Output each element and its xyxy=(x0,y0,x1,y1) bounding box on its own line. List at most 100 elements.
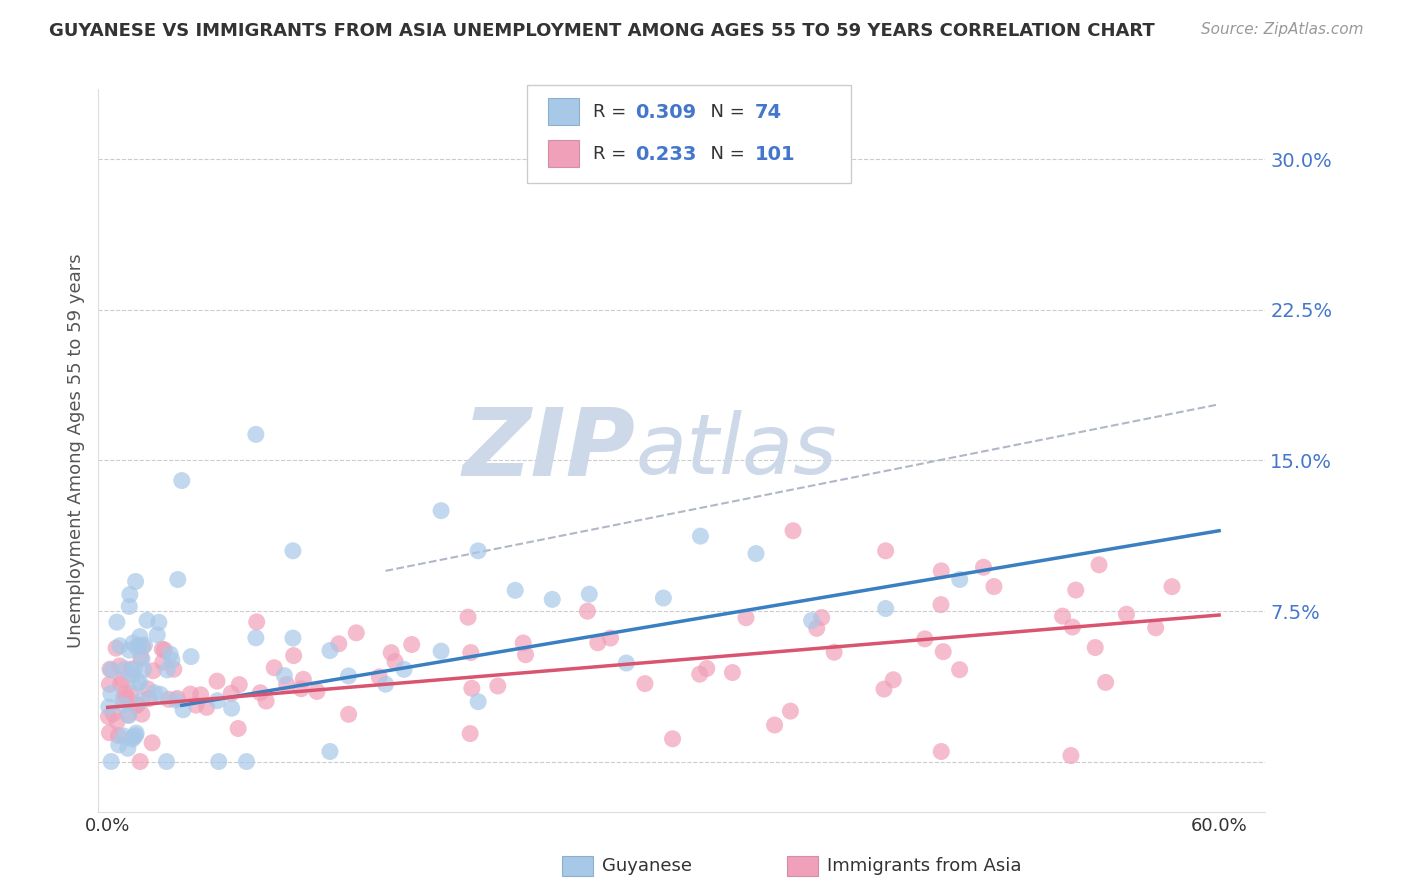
Point xyxy=(914,632,936,646)
Point xyxy=(112,729,135,743)
Point xyxy=(97,709,120,723)
Point xyxy=(163,662,186,676)
Point xyxy=(949,663,972,677)
Point xyxy=(319,744,342,758)
Point xyxy=(170,474,193,488)
Point xyxy=(932,645,955,659)
Point xyxy=(101,706,124,721)
Point xyxy=(120,686,142,700)
Point xyxy=(983,580,1005,594)
Point xyxy=(1115,607,1137,622)
Point xyxy=(319,643,342,657)
Point xyxy=(973,560,995,574)
Point xyxy=(515,648,537,662)
Point xyxy=(127,698,149,712)
Point xyxy=(599,631,621,645)
Point xyxy=(122,636,145,650)
Point xyxy=(131,693,153,707)
Point xyxy=(117,690,139,705)
Point xyxy=(132,640,155,654)
Point xyxy=(368,670,391,684)
Point xyxy=(111,673,134,687)
Point xyxy=(138,691,160,706)
Point xyxy=(273,668,295,682)
Text: 101: 101 xyxy=(755,145,796,164)
Point xyxy=(107,729,129,743)
Point xyxy=(246,615,269,629)
Point xyxy=(486,679,509,693)
Point xyxy=(689,667,711,681)
Point xyxy=(763,718,786,732)
Point xyxy=(228,678,250,692)
Point xyxy=(114,686,136,700)
Point xyxy=(800,614,823,628)
Point xyxy=(152,655,174,669)
Point xyxy=(208,755,231,769)
Text: 0.309: 0.309 xyxy=(636,103,696,122)
Point xyxy=(245,631,267,645)
Point xyxy=(105,714,128,729)
Point xyxy=(143,686,166,700)
Point xyxy=(235,755,257,769)
Point xyxy=(98,725,121,739)
Point xyxy=(121,732,143,747)
Point xyxy=(226,722,249,736)
Point xyxy=(108,659,131,673)
Point xyxy=(384,655,406,669)
Point xyxy=(128,675,150,690)
Point xyxy=(929,744,952,758)
Point xyxy=(97,699,120,714)
Point xyxy=(344,625,367,640)
Point xyxy=(263,661,285,675)
Point xyxy=(172,703,194,717)
Point xyxy=(127,676,149,690)
Point xyxy=(1094,675,1116,690)
Point xyxy=(503,583,526,598)
Point xyxy=(305,684,328,698)
Text: Immigrants from Asia: Immigrants from Asia xyxy=(827,857,1021,875)
Point xyxy=(460,646,482,660)
Text: atlas: atlas xyxy=(636,410,837,491)
Text: 0.233: 0.233 xyxy=(636,145,697,164)
Text: Guyanese: Guyanese xyxy=(602,857,692,875)
Text: 74: 74 xyxy=(755,103,782,122)
Text: GUYANESE VS IMMIGRANTS FROM ASIA UNEMPLOYMENT AMONG AGES 55 TO 59 YEARS CORRELAT: GUYANESE VS IMMIGRANTS FROM ASIA UNEMPLO… xyxy=(49,22,1154,40)
Point xyxy=(125,726,148,740)
Point xyxy=(118,643,141,657)
Point xyxy=(131,652,153,666)
Point xyxy=(124,729,146,743)
Point xyxy=(276,677,298,691)
Point xyxy=(576,604,599,618)
Point xyxy=(128,630,150,644)
Point xyxy=(100,755,122,769)
Point xyxy=(153,643,176,657)
Point xyxy=(205,674,228,689)
Point xyxy=(290,681,312,696)
Point xyxy=(292,673,315,687)
Point xyxy=(249,686,271,700)
Point xyxy=(1052,609,1074,624)
Point xyxy=(929,598,952,612)
Point xyxy=(134,638,156,652)
Point xyxy=(1088,558,1111,572)
Point xyxy=(111,698,134,712)
Y-axis label: Unemployment Among Ages 55 to 59 years: Unemployment Among Ages 55 to 59 years xyxy=(66,253,84,648)
Point xyxy=(105,641,128,656)
Point xyxy=(195,700,218,714)
Text: R =: R = xyxy=(593,103,633,121)
Point xyxy=(108,639,131,653)
Point xyxy=(160,653,183,667)
Point xyxy=(721,665,744,680)
Point xyxy=(823,645,845,659)
Point xyxy=(374,677,396,691)
Text: N =: N = xyxy=(699,103,751,121)
Point xyxy=(190,688,212,702)
Point xyxy=(125,640,148,654)
Point xyxy=(1161,580,1184,594)
Point xyxy=(458,726,481,740)
Point xyxy=(184,698,207,712)
Point xyxy=(124,574,146,589)
Point xyxy=(98,677,121,691)
Text: Source: ZipAtlas.com: Source: ZipAtlas.com xyxy=(1201,22,1364,37)
Point xyxy=(401,638,423,652)
